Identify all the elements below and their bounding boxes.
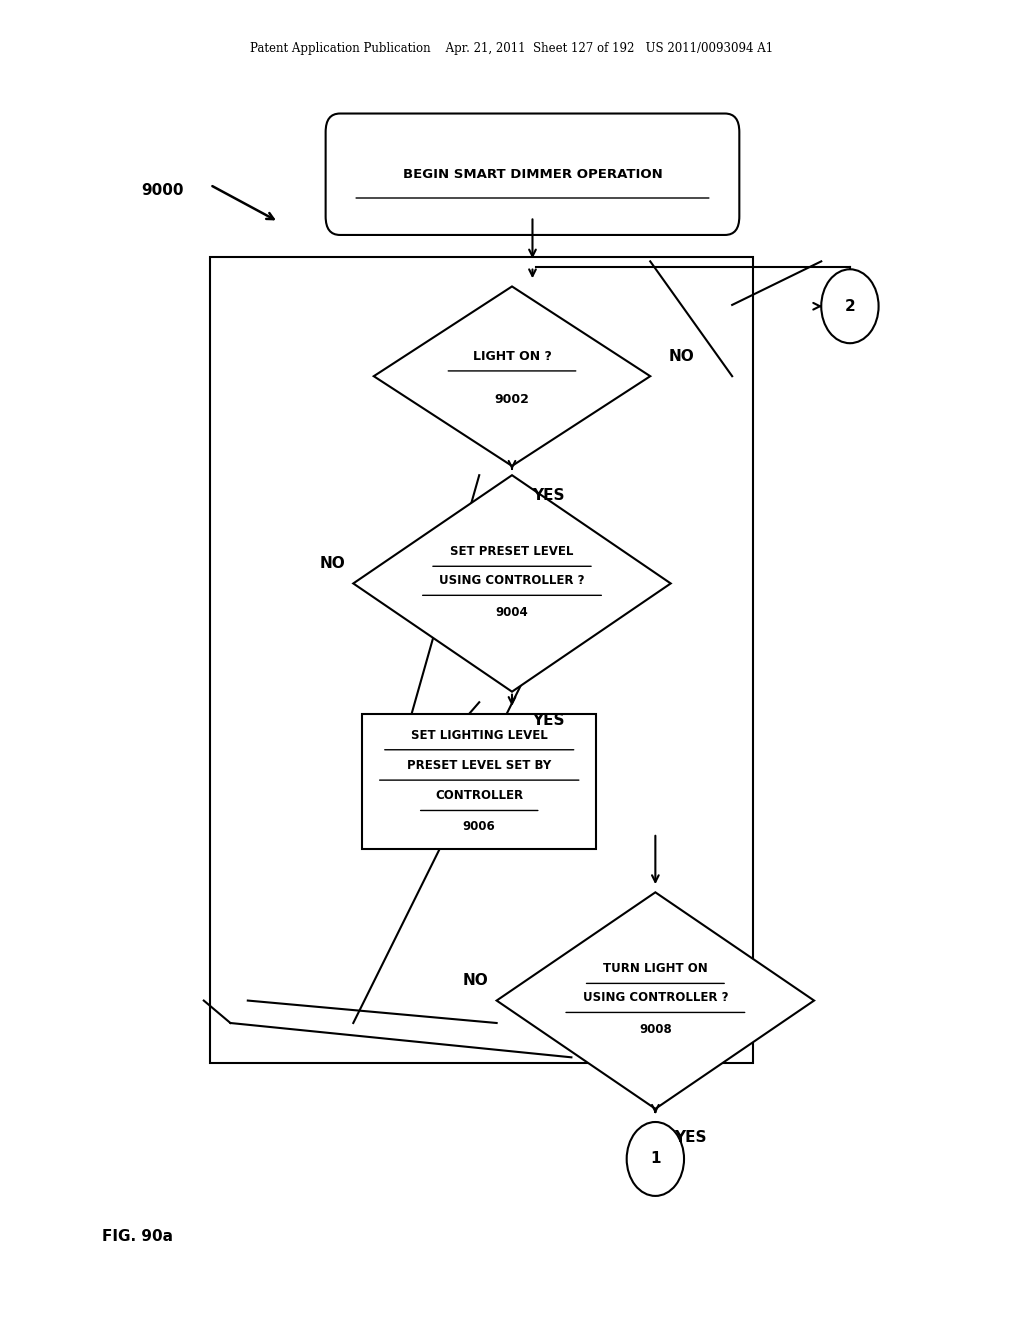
Text: Patent Application Publication    Apr. 21, 2011  Sheet 127 of 192   US 2011/0093: Patent Application Publication Apr. 21, … [251, 42, 773, 55]
Polygon shape [374, 286, 650, 466]
Text: YES: YES [532, 713, 565, 729]
Text: 9008: 9008 [639, 1023, 672, 1036]
Circle shape [627, 1122, 684, 1196]
Text: SET LIGHTING LEVEL: SET LIGHTING LEVEL [411, 729, 548, 742]
Text: CONTROLLER: CONTROLLER [435, 789, 523, 803]
Text: FIG. 90a: FIG. 90a [102, 1229, 173, 1245]
Polygon shape [497, 892, 814, 1109]
Text: 9006: 9006 [463, 820, 496, 833]
Text: 2: 2 [845, 298, 855, 314]
Text: USING CONTROLLER ?: USING CONTROLLER ? [583, 991, 728, 1005]
Text: USING CONTROLLER ?: USING CONTROLLER ? [439, 574, 585, 587]
Text: NO: NO [463, 973, 488, 989]
Text: TURN LIGHT ON: TURN LIGHT ON [603, 962, 708, 975]
Text: SET PRESET LEVEL: SET PRESET LEVEL [451, 545, 573, 558]
Polygon shape [353, 475, 671, 692]
Circle shape [821, 269, 879, 343]
Bar [210, 257, 753, 1063]
Text: 9004: 9004 [496, 606, 528, 619]
Text: NO: NO [319, 556, 345, 572]
FancyBboxPatch shape [326, 114, 739, 235]
Bar [362, 714, 596, 849]
Text: BEGIN SMART DIMMER OPERATION: BEGIN SMART DIMMER OPERATION [402, 168, 663, 181]
Text: LIGHT ON ?: LIGHT ON ? [472, 350, 552, 363]
Text: 9002: 9002 [495, 393, 529, 407]
Text: YES: YES [532, 487, 565, 503]
Text: 1: 1 [650, 1151, 660, 1167]
Text: 9000: 9000 [141, 182, 184, 198]
Text: YES: YES [674, 1130, 707, 1146]
Text: PRESET LEVEL SET BY: PRESET LEVEL SET BY [408, 759, 551, 772]
Text: NO: NO [669, 348, 694, 364]
